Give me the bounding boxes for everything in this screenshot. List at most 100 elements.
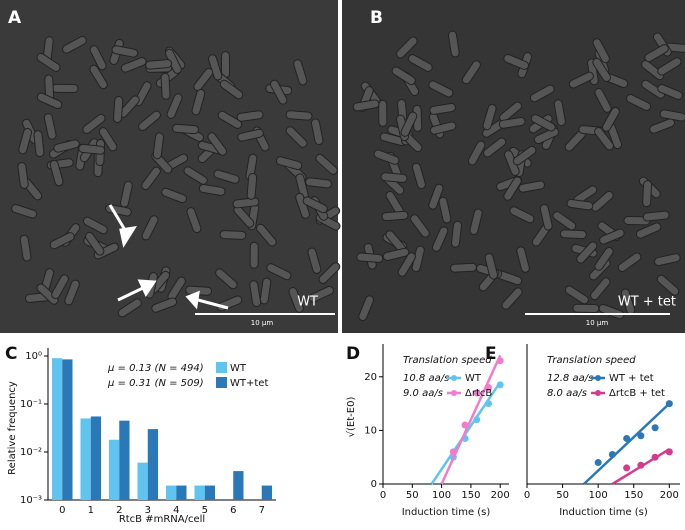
cell xyxy=(431,226,449,252)
cell xyxy=(498,116,526,129)
cell xyxy=(450,220,463,248)
point xyxy=(484,400,492,408)
legend-speed: 9.0 aa/s xyxy=(403,388,443,399)
legend-speed: 10.8 aa/s xyxy=(403,373,449,384)
cell xyxy=(594,127,614,151)
cell xyxy=(559,229,587,240)
legend-label: ΔrtcB xyxy=(465,388,492,399)
cell xyxy=(249,241,259,269)
bar xyxy=(80,418,91,500)
cell xyxy=(307,247,322,274)
cell xyxy=(482,104,497,131)
bar xyxy=(119,420,130,500)
cell xyxy=(302,196,328,214)
scale-bar-label: 10 μm xyxy=(586,319,609,327)
legend-label: WT xyxy=(465,373,482,384)
cell xyxy=(499,101,522,123)
legend-swatch xyxy=(216,362,227,373)
cell xyxy=(591,190,614,212)
cell xyxy=(378,99,388,127)
cell xyxy=(82,113,106,134)
x-tick-label: 4 xyxy=(173,505,179,516)
bar xyxy=(233,471,244,500)
cell xyxy=(186,207,202,234)
legend-swatch xyxy=(216,377,227,388)
legend-swatch xyxy=(595,375,601,381)
cell xyxy=(111,45,139,58)
point xyxy=(623,434,631,442)
cell xyxy=(447,30,460,58)
cell xyxy=(564,285,589,305)
cell xyxy=(625,94,652,111)
legend-swatch xyxy=(451,390,457,396)
cell xyxy=(315,153,338,175)
cell xyxy=(308,285,334,303)
cell xyxy=(305,177,332,189)
point xyxy=(473,389,481,397)
bar xyxy=(62,359,73,500)
cell xyxy=(17,162,29,189)
cell xyxy=(256,223,277,247)
cell xyxy=(215,268,238,290)
point xyxy=(461,421,469,429)
legend-label: WT+tet xyxy=(230,378,268,389)
cell xyxy=(236,110,264,122)
cell xyxy=(657,57,682,76)
x-axis-label: Induction time (s) xyxy=(559,507,648,518)
x-tick-label: 50 xyxy=(556,490,569,501)
cell xyxy=(590,277,611,301)
legend-speed: 12.8 aa/s xyxy=(547,373,593,384)
cell xyxy=(400,111,418,137)
y-axis-label: Relative frequency xyxy=(7,381,18,475)
cell xyxy=(428,80,454,98)
cell xyxy=(117,298,142,318)
cell xyxy=(145,59,173,70)
cell xyxy=(501,287,523,310)
bar xyxy=(176,485,187,500)
cell xyxy=(539,204,553,231)
x-tick-label: 3 xyxy=(145,505,151,516)
cell xyxy=(138,110,161,132)
cell xyxy=(659,109,685,122)
legend-label: ΔrtcB + tet xyxy=(609,388,665,399)
cell xyxy=(644,44,669,63)
cell xyxy=(352,99,380,112)
legend-swatch xyxy=(451,375,457,381)
x-tick-label: 200 xyxy=(660,490,679,501)
cell xyxy=(36,52,61,72)
point xyxy=(623,464,631,472)
x-tick-label: 0 xyxy=(59,505,65,516)
cell xyxy=(461,60,481,85)
cell xyxy=(566,198,594,211)
cell xyxy=(151,297,178,313)
cell xyxy=(172,123,200,135)
cell xyxy=(19,234,32,262)
bar xyxy=(108,439,120,500)
cell xyxy=(568,71,594,89)
cell xyxy=(285,110,313,121)
cell xyxy=(380,172,408,183)
cell xyxy=(141,166,161,191)
cell xyxy=(469,208,483,235)
cell xyxy=(120,57,147,73)
cell xyxy=(208,54,223,81)
cell xyxy=(410,214,430,238)
cell xyxy=(530,114,556,132)
caption: WT xyxy=(297,295,318,310)
y-tick-label: 10⁻³ xyxy=(20,495,42,506)
panel-label: B xyxy=(370,8,383,28)
cell xyxy=(518,180,546,193)
cell xyxy=(391,66,416,86)
cell xyxy=(183,166,208,185)
y-tick-label: 10⁻² xyxy=(20,447,42,458)
point xyxy=(665,400,673,408)
cell xyxy=(533,127,560,145)
cell xyxy=(89,45,107,71)
point xyxy=(637,432,645,440)
bar xyxy=(147,429,159,500)
cell xyxy=(49,232,75,250)
x-tick-label: 100 xyxy=(432,490,451,501)
x-tick-label: 100 xyxy=(589,490,608,501)
point xyxy=(484,384,492,392)
